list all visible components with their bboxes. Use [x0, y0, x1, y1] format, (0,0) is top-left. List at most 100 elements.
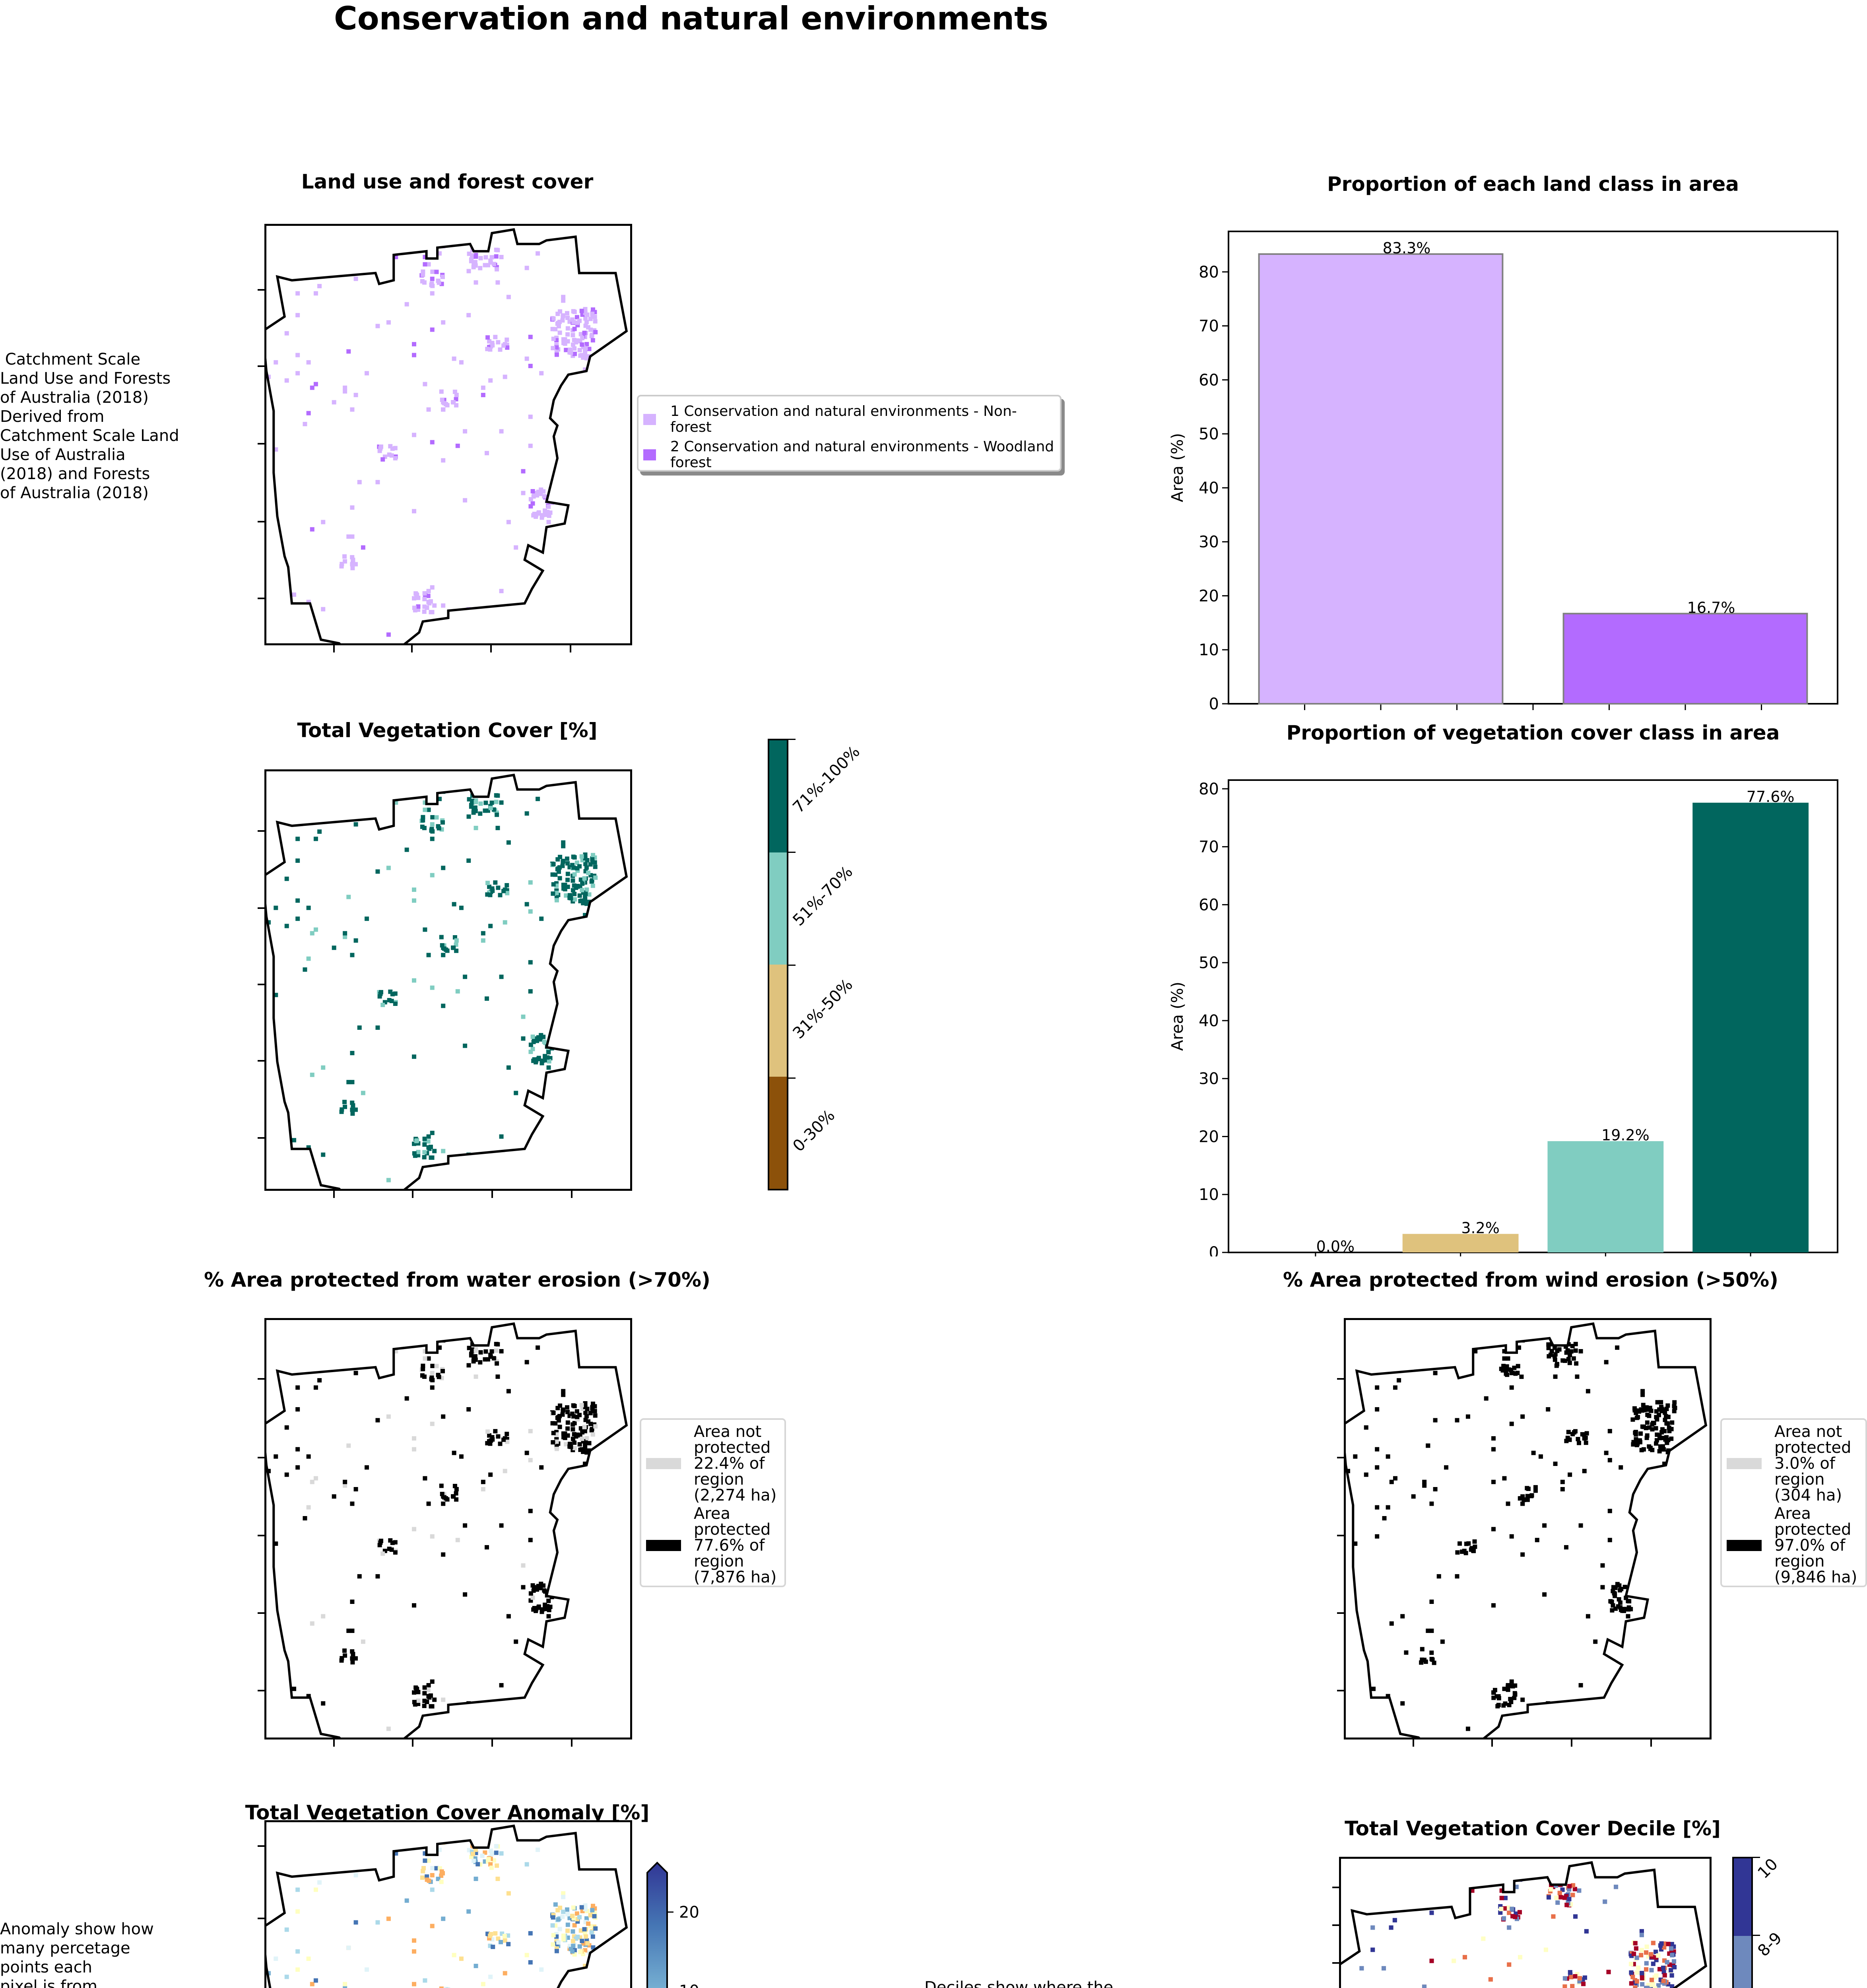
- y-tick: [258, 830, 265, 832]
- raster-pixel: [386, 632, 391, 637]
- raster-pixel: [375, 324, 380, 328]
- raster-pixel: [353, 1107, 358, 1112]
- raster-pixel: [365, 229, 369, 230]
- raster-pixel: [1667, 1951, 1672, 1956]
- raster-pixel: [350, 1649, 355, 1654]
- raster-pixel: [440, 943, 444, 948]
- raster-pixel: [1663, 1417, 1667, 1422]
- raster-pixel: [388, 1538, 393, 1543]
- raster-pixel: [1698, 1862, 1703, 1867]
- raster-pixel: [1553, 1462, 1558, 1466]
- raster-pixel: [437, 251, 442, 256]
- raster-pixel: [1684, 1862, 1688, 1864]
- raster-pixel: [499, 1851, 504, 1856]
- raster-pixel: [1507, 1703, 1512, 1707]
- raster-pixel: [321, 1614, 326, 1619]
- raster-pixel: [491, 807, 496, 812]
- water-erosion-legend: Area not protected 22.4% of region (2,27…: [640, 1418, 786, 1587]
- raster-pixel: [412, 898, 416, 903]
- raster-pixel: [466, 814, 471, 819]
- raster-pixel: [491, 1945, 495, 1949]
- raster-pixel: [539, 371, 544, 376]
- raster-pixel: [554, 1439, 559, 1444]
- raster-pixel: [412, 1447, 416, 1452]
- raster-pixel: [423, 1349, 427, 1353]
- raster-pixel: [357, 1574, 362, 1579]
- raster-pixel: [568, 1442, 572, 1446]
- y-tick: [258, 443, 265, 445]
- vegetation-map-canvas: [266, 771, 630, 1189]
- raster-pixel: [1426, 1877, 1430, 1882]
- raster-pixel: [332, 1494, 336, 1499]
- raster-pixel: [1551, 1914, 1556, 1919]
- raster-pixel: [472, 262, 476, 267]
- raster-pixel: [412, 1527, 416, 1532]
- raster-pixel: [343, 1653, 347, 1658]
- raster-pixel: [412, 1949, 416, 1954]
- raster-pixel: [413, 1702, 417, 1707]
- raster-pixel: [1455, 1574, 1459, 1579]
- raster-pixel: [1626, 1607, 1631, 1612]
- raster-pixel: [574, 1434, 578, 1439]
- raster-pixel: [1650, 1427, 1655, 1432]
- raster-pixel: [499, 1134, 504, 1139]
- raster-pixel: [1661, 1444, 1665, 1449]
- raster-pixel: [572, 1952, 577, 1957]
- raster-pixel: [593, 330, 598, 334]
- x-tick: [333, 645, 335, 652]
- raster-pixel: [553, 1923, 558, 1928]
- raster-pixel: [553, 1421, 558, 1426]
- raster-pixel: [324, 1320, 329, 1324]
- vegetation-map: [264, 769, 632, 1191]
- raster-pixel: [1648, 1406, 1652, 1410]
- y-tick: [258, 1918, 265, 1919]
- raster-pixel: [1656, 1983, 1661, 1988]
- raster-pixel: [430, 1887, 435, 1892]
- raster-pixel: [1481, 1936, 1486, 1941]
- colorbar-label: 71%-100%: [789, 742, 864, 817]
- raster-pixel: [571, 888, 575, 893]
- raster-pixel: [404, 847, 409, 852]
- raster-pixel: [561, 1392, 566, 1397]
- raster-pixel: [340, 1107, 344, 1112]
- raster-pixel: [532, 1156, 536, 1161]
- raster-pixel: [496, 340, 501, 345]
- raster-pixel: [387, 1546, 392, 1551]
- legend-swatch-not-protected: [1727, 1458, 1762, 1469]
- raster-pixel: [1637, 1409, 1642, 1414]
- raster-pixel: [1393, 1385, 1397, 1390]
- raster-pixel: [571, 878, 575, 883]
- raster-pixel: [1371, 1705, 1376, 1709]
- raster-pixel: [346, 1080, 351, 1085]
- raster-pixel: [1581, 1982, 1586, 1986]
- legend-item: Area not protected 22.4% of region (2,27…: [646, 1424, 776, 1503]
- raster-pixel: [1583, 1435, 1588, 1440]
- raster-pixel: [572, 1432, 576, 1437]
- raster-pixel: [346, 895, 351, 899]
- raster-pixel: [451, 945, 456, 950]
- raster-pixel: [423, 382, 427, 386]
- raster-pixel: [421, 269, 425, 274]
- raster-pixel: [472, 1356, 476, 1361]
- raster-pixel: [422, 1136, 427, 1141]
- raster-pixel: [266, 1578, 271, 1582]
- raster-pixel: [551, 862, 556, 866]
- raster-pixel: [1667, 1429, 1672, 1433]
- raster-pixel: [1502, 1906, 1507, 1911]
- raster-pixel: [295, 1345, 300, 1350]
- legend-label: 2 Conservation and natural environments …: [670, 439, 1054, 471]
- raster-pixel: [584, 865, 589, 870]
- raster-pixel: [543, 1058, 547, 1063]
- raster-pixel: [1462, 1955, 1467, 1960]
- raster-pixel: [1603, 1899, 1607, 1904]
- raster-pixel: [321, 1701, 326, 1706]
- colorbar-label: 51%-70%: [789, 862, 856, 930]
- raster-pixel: [528, 1538, 533, 1542]
- raster-pixel: [571, 320, 576, 324]
- y-tick: [258, 907, 265, 909]
- raster-pixel: [505, 888, 509, 893]
- wind-erosion-map-title: % Area protected from wind erosion (>50%…: [1283, 1268, 1779, 1291]
- raster-pixel: [553, 327, 558, 332]
- raster-pixel: [1455, 1418, 1459, 1423]
- raster-pixel: [1520, 1697, 1525, 1702]
